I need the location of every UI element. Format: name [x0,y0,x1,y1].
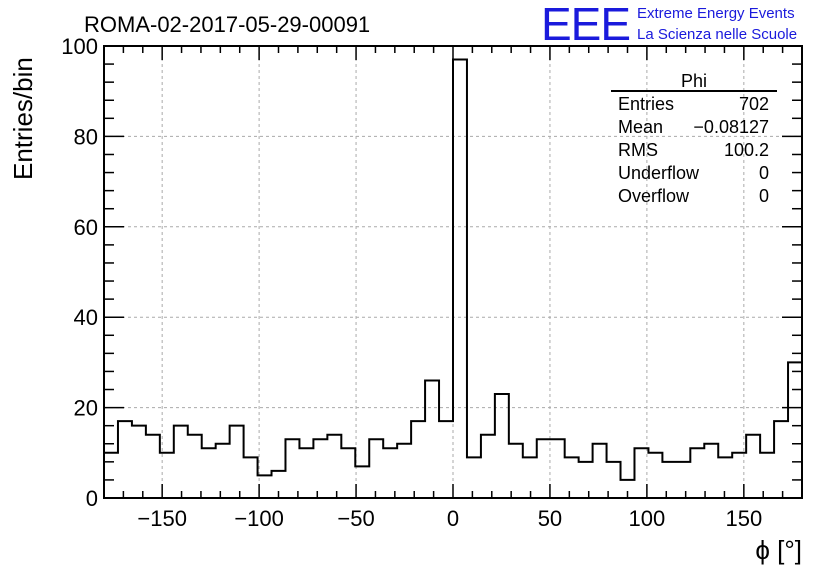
y-tick-label: 20 [74,396,98,421]
y-tick-label: 60 [74,215,98,240]
stats-row-value: 0 [759,163,769,183]
eee-logo-line1: Extreme Energy Events [637,5,795,22]
histogram-bin [495,394,509,498]
histogram-bin [244,457,258,498]
histogram-outline [104,58,802,481]
histogram-bin [369,439,383,498]
x-axis-title: ϕ [°] [755,535,802,565]
y-tick-label: 40 [74,305,98,330]
histogram-bin [118,421,132,498]
chart-title: ROMA-02-2017-05-29-00091 [84,12,370,37]
histogram-bin [509,444,523,498]
histogram-bin [202,448,216,498]
histogram-bin [551,439,565,498]
stats-row-value: −0.08127 [693,117,769,137]
histogram-bin [146,435,160,498]
histogram-bin [230,426,244,498]
x-tick-label: 150 [725,506,762,531]
histogram-bin [593,444,607,498]
histogram-bin [299,448,313,498]
x-tick-labels: −150 −100 −50 0 50 100 150 [137,506,762,531]
y-tick-label: 80 [74,124,98,149]
histogram-bin [565,457,579,498]
histogram-bin [648,453,662,498]
histogram-bin [662,462,676,498]
y-axis-title: Entries/bin [8,57,38,180]
histogram-bin [425,380,439,498]
eee-logo: EEE Extreme Energy Events La Scienza nel… [541,0,797,50]
stats-box-title: Phi [681,71,707,91]
histogram-bin [523,457,537,498]
stats-row-value: 702 [739,94,769,114]
stats-row-value: 100.2 [724,140,769,160]
histogram-bin [313,439,327,498]
eee-logo-mark: EEE [541,0,630,50]
stats-row-label: Entries [618,94,674,114]
histogram-bin [397,444,411,498]
histogram-bin [174,426,188,498]
histogram-bin [341,448,355,498]
histogram-bin [383,448,397,498]
histogram-bin [704,444,718,498]
histogram-bin [216,444,230,498]
histogram-bin [439,421,453,498]
stats-row-label: Underflow [618,163,700,183]
histogram-bin [718,457,732,498]
histogram-bin [188,435,202,498]
eee-logo-line2: La Scienza nelle Scuole [637,26,797,43]
x-tick-label: 50 [538,506,562,531]
stats-box-rows: Entries 702 Mean −0.08127 RMS 100.2 Underflow 0… [618,94,769,206]
histogram-bin [453,60,467,498]
y-tick-labels: 0 20 40 60 80 100 [61,34,98,511]
histogram-bin [327,435,341,498]
histogram-bin [467,457,481,498]
histogram-bin [411,421,425,498]
x-tick-label: −150 [137,506,187,531]
x-tick-label: −50 [337,506,374,531]
x-tick-label: 100 [629,506,666,531]
y-tick-label: 100 [61,34,98,59]
histogram-bin [579,462,593,498]
stats-row-value: 0 [759,186,769,206]
histogram-bin [774,421,788,498]
stats-row-label: Overflow [618,186,690,206]
histogram-bin [690,448,704,498]
stats-row-label: Mean [618,117,663,137]
histogram-bin [355,466,369,498]
stats-box: Phi Entries 702 Mean −0.08127 RMS 100.2 Underf… [611,71,777,206]
histogram-bin [676,462,690,498]
y-tick-label: 0 [86,486,98,511]
histogram-bin [746,435,760,498]
histogram-bin [132,426,146,498]
histogram-bin [285,439,299,498]
x-tick-label: −100 [234,506,284,531]
x-tick-label: 0 [447,506,459,531]
axis-ticks [104,45,802,499]
histogram-bin [537,439,551,498]
stats-row-label: RMS [618,140,658,160]
histogram-bin [481,435,495,498]
histogram-bin [760,453,774,498]
histogram-bin [788,362,802,498]
histogram-bin [104,453,118,498]
